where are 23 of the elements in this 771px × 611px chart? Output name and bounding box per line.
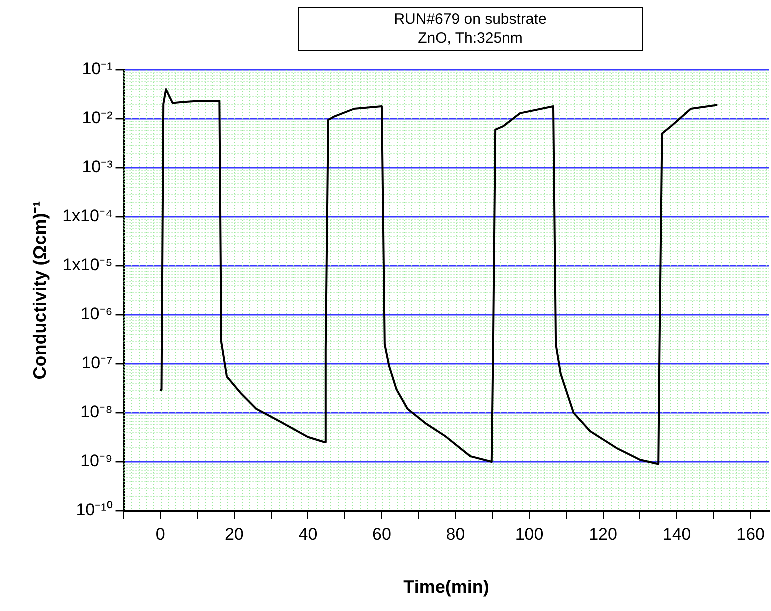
x-tick-label: 80	[446, 524, 466, 544]
x-tick-label: 0	[156, 524, 166, 544]
x-tick-label: 140	[662, 524, 692, 544]
y-tick-label: 1x10⁻⁵	[62, 256, 113, 275]
y-tick-label: 10⁻⁶	[80, 304, 113, 324]
x-tick-label: 60	[372, 524, 392, 544]
chart-subtitle: ZnO, Th:325nm	[417, 29, 524, 48]
y-tick-label: 10⁻⁸	[80, 402, 113, 422]
x-tick-label: 40	[298, 524, 318, 544]
y-tick-label: 10⁻¹	[82, 60, 114, 79]
x-axis-title: Time(min)	[404, 577, 490, 598]
y-tick-label: 10⁻²	[82, 108, 114, 128]
x-tick-label: 20	[224, 524, 244, 544]
x-tick-label: 100	[515, 524, 544, 544]
y-tick-label: 10⁻⁷	[82, 354, 113, 373]
y-tick-label: 10⁻⁹	[80, 452, 113, 471]
y-axis-title: Conductivity (Ωcm)⁻¹	[30, 201, 50, 380]
y-tick-label: 1x10⁻⁴	[62, 206, 113, 226]
x-tick-label: 120	[589, 524, 618, 544]
x-tick-label: 160	[736, 524, 766, 544]
chart-title: RUN#679 on substrate	[393, 10, 548, 29]
y-tick-label: 10⁻¹⁰	[76, 500, 113, 520]
y-tick-label: 10⁻³	[82, 158, 114, 177]
